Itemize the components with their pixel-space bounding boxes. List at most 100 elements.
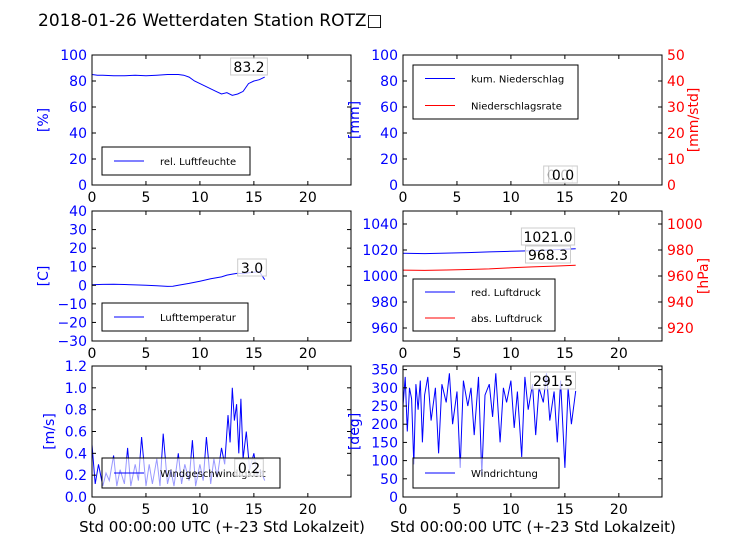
x-tick-label-pressure-4: 20	[610, 346, 628, 362]
annotation-box-temperature-0	[237, 258, 267, 277]
plot-frame-winddir	[402, 365, 663, 498]
y2-tick-label-pressure-2: 960	[667, 269, 694, 285]
y-tick-label-windspeed-2: 0.4	[65, 446, 87, 462]
y-tick-label-pressure-0: 960	[371, 321, 398, 337]
y-tick-label-winddir-7: 350	[371, 363, 398, 379]
annotation-box-precip-1	[548, 165, 578, 184]
y-tick-label-windspeed-0: 0.0	[65, 490, 87, 506]
x-tick-label-temperature-3: 15	[245, 346, 263, 362]
series-line-pressure-1	[403, 264, 576, 271]
y-tick-label-pressure-3: 1020	[362, 243, 398, 259]
y-tick-label-precip-4: 80	[380, 74, 398, 90]
x-tick-label-precip-3: 15	[556, 190, 574, 206]
y-tick-label-precip-0: 0	[389, 178, 398, 194]
y-axis-label-windspeed: [m/s]	[42, 413, 58, 450]
legend-pressure: red. Luftdruck abs. Luftdruck	[412, 278, 556, 332]
annotation-temperature-0: 3.0	[241, 261, 263, 277]
y-tick-label-winddir-3: 150	[371, 435, 398, 451]
x-tick-label-windspeed-3: 15	[245, 502, 263, 518]
y2-tick-label-pressure-0: 920	[667, 321, 694, 337]
y-tick-label-winddir-1: 50	[380, 472, 398, 488]
x-tick-label-humidity-0: 0	[88, 190, 97, 206]
legend-label-windspeed-0: Windgeschwindigkeit	[160, 469, 266, 480]
legend-winddir: Windrichtung	[412, 457, 560, 489]
legend-label-pressure-0: red. Luftdruck	[471, 288, 541, 299]
x-tick-label-pressure-3: 15	[556, 346, 574, 362]
plot-frame-humidity	[91, 54, 352, 186]
legend-label-precip-1: Niederschlagsrate	[471, 102, 562, 113]
panel-winddir: 0 5 10 15 20050100150200250300350[deg]Windri…	[347, 363, 663, 518]
legend-humidity: rel. Luftfeuchte	[101, 146, 251, 176]
panel-windspeed: 0 5 10 15 20 0.0 0.2 0.4 0.6 0.8 1.0 1.2 [m/s] Windge…	[42, 359, 352, 518]
x-tick-label-windspeed-2: 10	[191, 502, 209, 518]
y-tick-label-temperature-7: 40	[69, 204, 87, 220]
plot-frame-precip	[402, 54, 663, 186]
y-tick-label-precip-2: 40	[380, 126, 398, 142]
y-tick-label-winddir-4: 200	[371, 417, 398, 433]
y2-tick-label-precip-2: 20	[667, 126, 685, 142]
x-tick-label-humidity-1: 5	[141, 190, 150, 206]
x-tick-label-pressure-0: 0	[399, 346, 408, 362]
annotation-humidity-0: 83.2	[233, 60, 264, 76]
legend-label-pressure-1: abs. Luftdruck	[471, 314, 542, 325]
panel-humidity: 0 5 10 15 20 0 20 40 60 80 100 [%] rel. Luftfeuchte 8…	[36, 48, 352, 206]
x-tick-label-temperature-4: 20	[299, 346, 317, 362]
x-tick-label-precip-1: 5	[452, 190, 461, 206]
panel-precip: 0 5 10 15 20 0 20 40 60 80 100 0 10 20 30 40 50 [mm] [mm/s…	[347, 48, 702, 206]
x-tick-label-humidity-4: 20	[299, 190, 317, 206]
x-tick-label-temperature-1: 5	[141, 346, 150, 362]
annotation-pressure-0: 1021.0	[524, 230, 573, 246]
y-tick-label-windspeed-1: 0.2	[65, 468, 87, 484]
x-tick-label-winddir-3: 15	[556, 502, 574, 518]
y-axis-label-precip: [mm]	[347, 101, 363, 139]
legend-temperature: Lufttemperatur	[101, 302, 249, 332]
legend-box-pressure	[412, 278, 556, 332]
annotation-box-winddir-0	[530, 371, 576, 390]
annotation-box-pressure-1	[525, 245, 571, 264]
y-tick-label-temperature-2: −10	[57, 297, 87, 313]
y-tick-label-precip-3: 60	[380, 100, 398, 116]
y2-tick-label-precip-5: 50	[667, 48, 685, 64]
y-tick-label-humidity-0: 0	[78, 178, 87, 194]
y2-axis-label-precip: [mm/std]	[686, 88, 702, 153]
y-tick-label-temperature-1: −20	[57, 315, 87, 331]
x-axis-label-right: Std 00:00:00 UTC (+-23 Std Lokalzeit)	[390, 518, 676, 536]
y-tick-label-temperature-4: 10	[69, 260, 87, 276]
y-tick-label-winddir-0: 0	[389, 490, 398, 506]
x-tick-label-precip-2: 10	[502, 190, 520, 206]
y2-tick-label-precip-3: 30	[667, 100, 685, 116]
y-axis-label-humidity: [%]	[36, 108, 52, 132]
x-tick-label-winddir-4: 20	[610, 502, 628, 518]
y2-tick-label-precip-1: 10	[667, 152, 685, 168]
y2-tick-label-precip-4: 40	[667, 74, 685, 90]
y-tick-label-humidity-3: 60	[69, 100, 87, 116]
x-tick-label-windspeed-0: 0	[88, 502, 97, 518]
x-tick-label-precip-0: 0	[399, 190, 408, 206]
x-tick-label-temperature-2: 10	[191, 346, 209, 362]
x-tick-label-precip-4: 20	[610, 190, 628, 206]
y-tick-label-humidity-5: 100	[60, 48, 87, 64]
figure-title: 2018-01-26 Wetterdaten Station ROTZ□	[38, 11, 383, 31]
y-tick-label-humidity-1: 20	[69, 152, 87, 168]
annotation-box-humidity-0	[230, 57, 268, 76]
legend-label-precip-0: kum. Niederschlag	[471, 75, 564, 86]
y-tick-label-humidity-4: 80	[69, 74, 87, 90]
x-tick-label-windspeed-4: 20	[299, 502, 317, 518]
y-tick-label-temperature-5: 20	[69, 241, 87, 257]
annotation-winddir-0: 291.5	[533, 374, 573, 390]
y2-axis-label-pressure: [hPa]	[696, 258, 712, 294]
annotation-box-pressure-0	[520, 227, 576, 246]
x-tick-label-winddir-1: 5	[452, 502, 461, 518]
y-axis-label-temperature: [C]	[36, 266, 52, 287]
annotation-windspeed-0: 0.2	[238, 461, 260, 477]
legend-label-humidity-0: rel. Luftfeuchte	[160, 157, 236, 168]
x-tick-label-humidity-2: 10	[191, 190, 209, 206]
x-tick-label-pressure-2: 10	[502, 346, 520, 362]
legend-precip: kum. Niederschlag Niederschlagsrate	[412, 64, 579, 120]
legend-box-precip	[412, 64, 579, 120]
y2-tick-label-pressure-3: 980	[667, 243, 694, 259]
y-tick-label-winddir-6: 300	[371, 381, 398, 397]
annotation-precip-1: 0.0	[552, 168, 574, 184]
y-tick-label-pressure-1: 980	[371, 295, 398, 311]
x-tick-label-winddir-0: 0	[399, 502, 408, 518]
